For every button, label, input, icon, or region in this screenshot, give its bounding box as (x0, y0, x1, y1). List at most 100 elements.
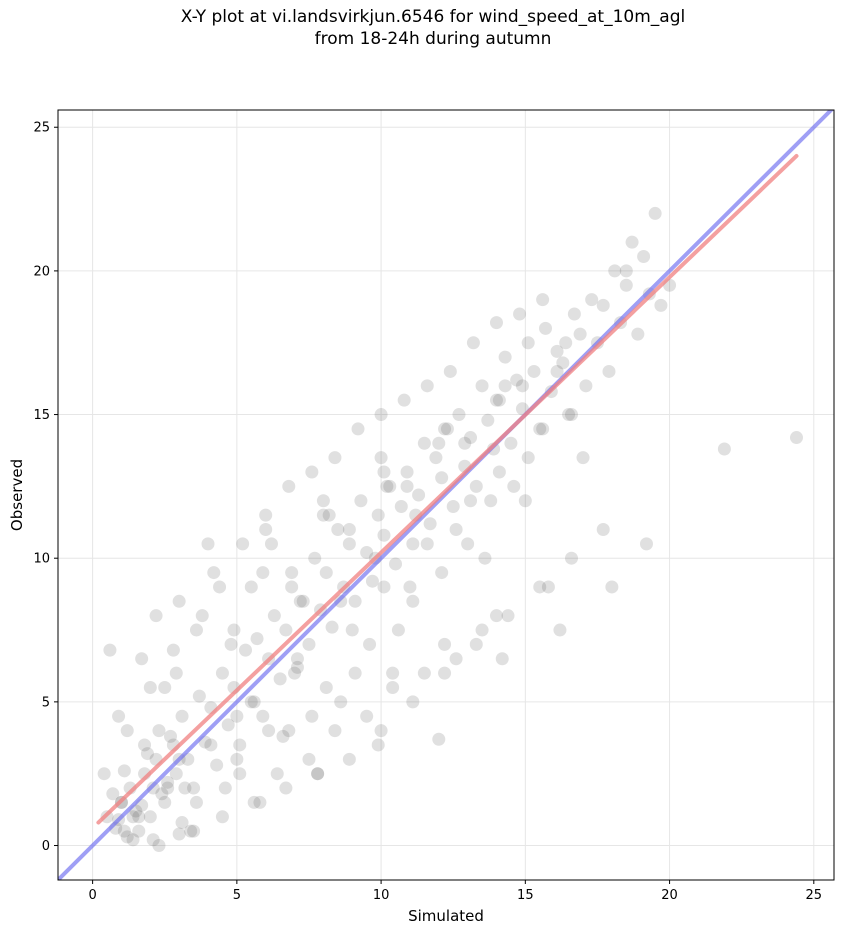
data-point (351, 422, 365, 436)
data-point (230, 709, 244, 723)
data-point (619, 278, 633, 292)
data-point (536, 293, 550, 307)
data-point (625, 235, 639, 249)
data-point (152, 839, 166, 853)
data-point (562, 408, 576, 422)
data-point (342, 752, 356, 766)
data-point (541, 580, 555, 594)
data-point (279, 781, 293, 795)
data-point (189, 795, 203, 809)
data-point (218, 781, 232, 795)
y-tick-label: 15 (33, 408, 50, 423)
data-point (311, 767, 325, 781)
data-point (417, 436, 431, 450)
data-point (391, 623, 405, 637)
data-point (285, 580, 299, 594)
chart-title: X-Y plot at vi.landsvirkjun.6546 for win… (0, 6, 843, 50)
data-point (559, 336, 573, 350)
data-point (507, 479, 521, 493)
data-point (377, 580, 391, 594)
data-point (192, 689, 206, 703)
data-point (789, 431, 803, 445)
data-point (224, 637, 238, 651)
data-point (539, 321, 553, 335)
data-point (435, 471, 449, 485)
data-point (169, 767, 183, 781)
data-point (406, 695, 420, 709)
data-point (377, 465, 391, 479)
data-point (120, 830, 134, 844)
x-tick-label: 25 (806, 888, 823, 903)
data-point (605, 580, 619, 594)
data-point (279, 623, 293, 637)
data-point (97, 767, 111, 781)
data-point (452, 408, 466, 422)
data-point (374, 408, 388, 422)
data-point (210, 758, 224, 772)
data-point (432, 436, 446, 450)
data-point (175, 816, 189, 830)
data-point (305, 709, 319, 723)
data-point (637, 250, 651, 264)
data-point (288, 666, 302, 680)
data-point (484, 494, 498, 508)
data-point (461, 537, 475, 551)
data-point (371, 508, 385, 522)
data-point (498, 379, 512, 393)
data-point (161, 775, 175, 789)
data-point (187, 781, 201, 795)
data-point (334, 695, 348, 709)
data-point (270, 767, 284, 781)
data-point (175, 709, 189, 723)
data-point (438, 666, 452, 680)
data-point (296, 594, 310, 608)
data-point (259, 508, 273, 522)
data-point (264, 537, 278, 551)
data-point (469, 637, 483, 651)
data-point (244, 580, 258, 594)
data-point (363, 637, 377, 651)
data-point (406, 594, 420, 608)
data-point (215, 666, 229, 680)
grid-lines (58, 110, 834, 880)
data-point (420, 379, 434, 393)
data-point (602, 364, 616, 378)
data-point (527, 364, 541, 378)
data-point (328, 724, 342, 738)
data-point (383, 479, 397, 493)
data-point (195, 609, 209, 623)
plot-frame (57, 109, 835, 881)
data-point (435, 566, 449, 580)
data-point (273, 672, 287, 686)
data-point (567, 307, 581, 321)
data-point (178, 781, 192, 795)
x-axis-label: Simulated (408, 907, 484, 925)
data-point (267, 609, 281, 623)
data-point (161, 781, 175, 795)
data-point (316, 494, 330, 508)
data-point (331, 522, 345, 536)
data-point (412, 488, 426, 502)
data-point (400, 465, 414, 479)
data-point (120, 724, 134, 738)
data-point (518, 494, 532, 508)
fit-line (96, 153, 799, 825)
data-point (138, 738, 152, 752)
data-point (207, 566, 221, 580)
data-point (619, 264, 633, 278)
data-point (132, 824, 146, 838)
data-point (319, 566, 333, 580)
data-point (394, 499, 408, 513)
data-point (464, 431, 478, 445)
data-point (596, 298, 610, 312)
data-point (302, 637, 316, 651)
data-point (446, 499, 460, 513)
data-point (215, 810, 229, 824)
data-point (492, 465, 506, 479)
data-point (354, 494, 368, 508)
data-point (449, 522, 463, 536)
data-point (573, 327, 587, 341)
data-point (189, 623, 203, 637)
data-point (417, 666, 431, 680)
data-point (380, 479, 394, 493)
